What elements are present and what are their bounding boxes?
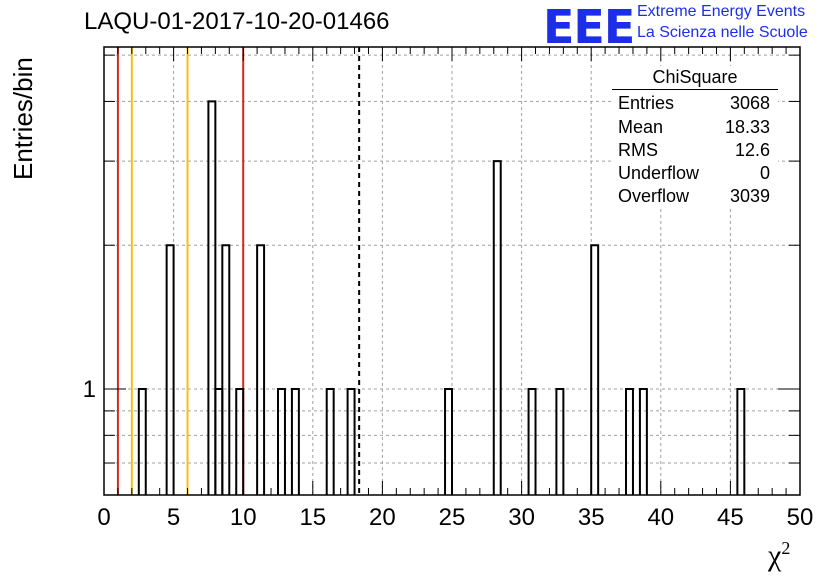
histogram-bars: [137, 100, 746, 495]
eee-logo: EEE: [543, 0, 635, 54]
x-tick-label: 25: [439, 504, 466, 531]
chart-title: LAQU-01-2017-10-20-01466: [84, 8, 390, 35]
stats-box: ChiSquare Entries 3068 Mean 18.33 RMS 12…: [612, 66, 778, 209]
x-tick-label: 30: [508, 504, 535, 531]
histogram-bin: [207, 100, 217, 495]
histogram-bin: [492, 160, 502, 495]
stats-value: 12.6: [734, 139, 770, 160]
histogram-bin: [736, 388, 746, 495]
x-tick-label: 0: [97, 504, 110, 531]
y-tick-label: 1: [83, 376, 96, 403]
stats-label: Overflow: [618, 186, 690, 207]
histogram-bin: [444, 388, 453, 495]
stats-row: Underflow 0: [612, 162, 778, 185]
histogram-bin: [625, 388, 634, 495]
x-tick-label: 15: [299, 504, 326, 531]
x-axis-label-symbol: χ: [768, 539, 782, 572]
histogram-bin: [527, 388, 537, 495]
x-tick-label: 40: [647, 504, 674, 531]
stats-row: RMS 12.6: [612, 139, 778, 162]
stats-label: Underflow: [618, 163, 700, 184]
histogram-bin: [137, 388, 147, 495]
histogram-bin: [256, 244, 266, 495]
x-tick-label: 20: [369, 504, 396, 531]
histogram-bin: [221, 244, 231, 495]
reference-lines: [116, 47, 361, 495]
stats-title: ChiSquare: [612, 66, 778, 91]
x-axis-label-superscript: 2: [781, 538, 791, 558]
y-axis-label: Entries/bin: [8, 57, 38, 180]
x-axis-label: χ2: [768, 538, 790, 573]
histogram-bin: [214, 388, 224, 495]
stats-row: Mean 18.33: [612, 116, 778, 139]
histogram-bin: [555, 388, 565, 495]
stats-row: Overflow 3039: [612, 185, 778, 208]
stats-label: Mean: [618, 116, 664, 137]
x-tick-label: 10: [230, 504, 257, 531]
x-tick-label: 35: [578, 504, 605, 531]
stats-row: Entries 3068: [612, 92, 778, 115]
stats-value: 3039: [729, 186, 770, 207]
histogram-bin: [325, 388, 335, 495]
logo-line-2: La Scienza nelle Scuole: [637, 24, 808, 41]
stats-label: Entries: [618, 93, 675, 114]
histogram-bin: [638, 388, 648, 495]
stats-value: 18.33: [724, 116, 770, 137]
histogram-bin: [277, 388, 286, 495]
tick-labels: 0 5 10 15 20 25 30 35 40 45 50 1: [83, 376, 814, 531]
histogram-bin: [290, 388, 300, 495]
x-tick-label: 45: [717, 504, 744, 531]
axis-ticks: [103, 47, 801, 496]
stats-value: 0: [759, 163, 770, 184]
histogram-bin: [165, 244, 175, 495]
logo-line-1: Extreme Energy Events: [637, 3, 806, 20]
x-tick-label: 50: [787, 504, 814, 531]
stats-label: RMS: [618, 139, 658, 160]
x-tick-label: 5: [167, 504, 180, 531]
histogram-bin: [346, 388, 356, 495]
histogram-bin: [590, 244, 600, 495]
histogram-bin: [235, 388, 245, 495]
stats-value: 3068: [729, 93, 770, 114]
